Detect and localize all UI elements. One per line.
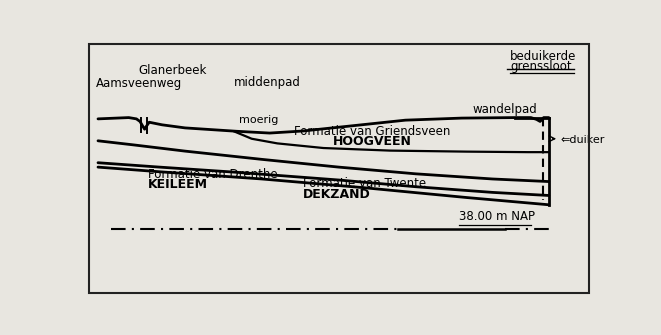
Text: moerig: moerig	[239, 115, 278, 125]
Text: Formatie van Griendsveen: Formatie van Griendsveen	[294, 125, 450, 138]
Text: KEILEEM: KEILEEM	[148, 178, 208, 191]
Text: DEKZAND: DEKZAND	[303, 188, 371, 201]
Text: middenpad: middenpad	[233, 76, 301, 89]
Text: Formatie van Drenthe: Formatie van Drenthe	[148, 168, 278, 181]
Text: Formatie van Twente: Formatie van Twente	[303, 177, 426, 190]
Text: beduikerde: beduikerde	[510, 50, 577, 63]
Text: 38.00 m NAP: 38.00 m NAP	[459, 210, 535, 223]
Text: Aamsveenweg: Aamsveenweg	[95, 77, 182, 90]
Text: ⇐duiker: ⇐duiker	[560, 135, 604, 145]
Text: HOOGVEEN: HOOGVEEN	[332, 135, 412, 148]
Text: wandelpad: wandelpad	[473, 103, 538, 116]
Text: Glanerbeek: Glanerbeek	[138, 64, 206, 77]
Text: grenssloot: grenssloot	[510, 60, 572, 73]
